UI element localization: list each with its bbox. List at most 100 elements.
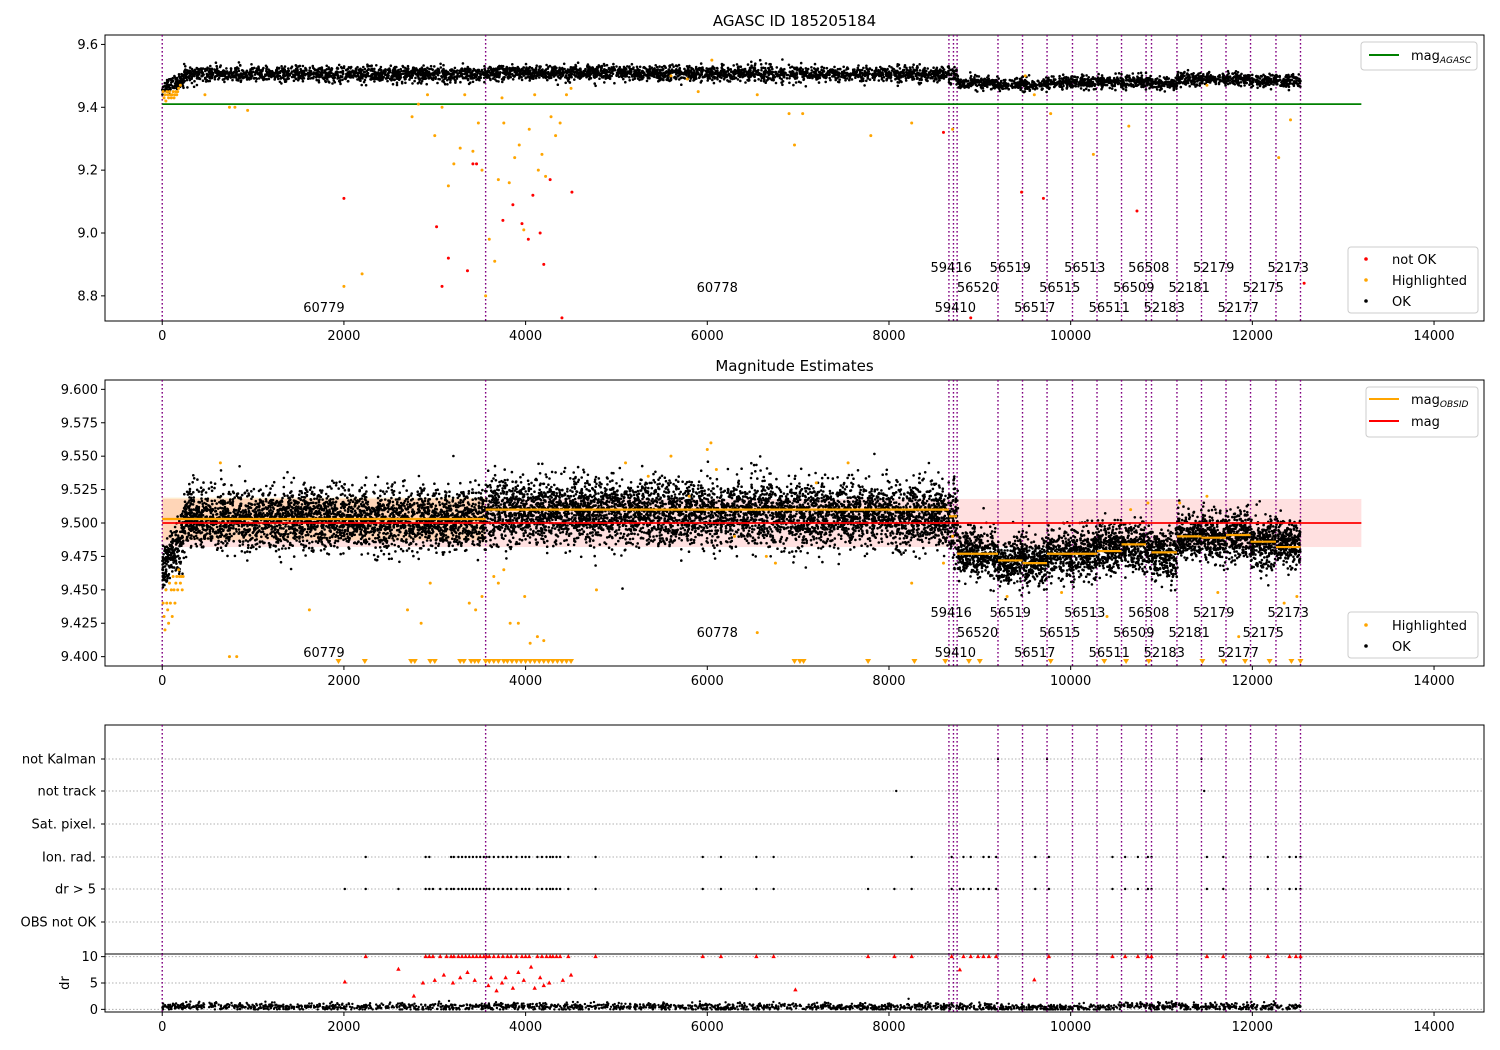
p1-ok-point <box>423 71 427 75</box>
p1-ok-point <box>905 68 909 71</box>
p1-ok-point <box>175 76 179 80</box>
p1-ok-point <box>648 65 651 68</box>
p1-ok-point <box>550 66 554 69</box>
p1-ok-point <box>704 69 707 73</box>
p1-ok-point <box>1067 78 1071 82</box>
p1-ok-point <box>894 77 897 81</box>
p1-ok-point <box>349 72 353 76</box>
p1-ok-point <box>826 70 830 73</box>
p1-ok-point <box>757 73 760 76</box>
p1-ok-point <box>830 70 834 74</box>
p1-ok-point <box>235 66 239 69</box>
p1-ok-point <box>292 79 296 83</box>
p1-ok-point <box>1069 82 1072 85</box>
p1-ok-point <box>456 69 459 72</box>
p1-ok-point <box>193 79 196 83</box>
p1-ok-point <box>395 65 398 69</box>
p1-ok-point <box>177 75 181 78</box>
p1-ok-point <box>579 76 583 79</box>
p1-ok-point <box>778 74 781 78</box>
p1-ok-point <box>950 72 953 75</box>
p1-ok-point <box>177 73 181 76</box>
p1-ok-point <box>363 67 367 71</box>
p1-ok-point <box>759 79 763 82</box>
p1-ok-point <box>166 80 169 84</box>
p1-ok-point <box>758 58 762 62</box>
p1-ok-point <box>726 79 729 82</box>
p1-ok-point <box>425 82 429 86</box>
p1-ok-point <box>215 64 218 68</box>
p1-ok-point <box>829 78 832 82</box>
p1-ok-point <box>980 77 983 81</box>
p1-ok-point <box>161 85 165 89</box>
p1-ok-point <box>1010 82 1014 85</box>
p1-ok-point <box>395 83 399 87</box>
p1-ok-point <box>333 81 337 84</box>
p1-ok-point <box>687 66 691 69</box>
p1-ok-point <box>711 78 714 82</box>
p1-ok-point <box>261 75 265 78</box>
p1-ok-point <box>1060 77 1064 80</box>
p1-ok-point <box>695 69 699 73</box>
p1-ok-point <box>381 76 385 80</box>
p1-ok-point <box>262 66 265 70</box>
p1-ok-point <box>410 76 414 80</box>
p1-ok-point <box>678 66 682 70</box>
p1-ok-point <box>173 74 176 78</box>
p1-ok-point <box>652 75 656 79</box>
p1-ok-point <box>587 74 591 78</box>
p1-ok-point <box>250 63 253 66</box>
p1-ok-point <box>919 81 923 85</box>
p1-ok-point <box>1054 78 1057 81</box>
p1-ok-point <box>201 79 205 82</box>
p1-ok-point <box>225 67 228 70</box>
p1-ok-point <box>301 79 305 83</box>
p1-ok-point <box>766 71 769 74</box>
p1-ok-point <box>906 76 910 79</box>
p1-ok-point <box>622 77 625 81</box>
p1-ok-point <box>964 84 968 88</box>
p1-ok-point <box>865 79 868 83</box>
p1-ok-point <box>1147 82 1151 85</box>
p1-ok-point <box>780 81 783 84</box>
p1-ok-point <box>606 76 610 80</box>
p1-ok-point <box>938 79 941 82</box>
p1-ok-point <box>1005 86 1008 90</box>
p1-ok-point <box>341 78 344 82</box>
p1-ok-point <box>481 71 485 74</box>
p1-ok-point <box>229 67 233 71</box>
p1-ok-point <box>1197 76 1201 79</box>
p1-ok-point <box>828 73 831 77</box>
p1-ok-point <box>574 75 577 78</box>
p1-ok-point <box>277 77 280 81</box>
p1-ok-point <box>896 69 899 73</box>
p1-ok-point <box>190 75 194 78</box>
p1-ok-point <box>521 72 525 75</box>
p1-ok-point <box>461 62 465 65</box>
p1-ok-point <box>642 71 645 74</box>
p1-ok-point <box>842 72 845 76</box>
p1-ok-point <box>337 63 341 67</box>
p1-ok-point <box>201 73 204 76</box>
p1-ok-point <box>795 73 799 76</box>
p1-ok-point <box>622 65 626 69</box>
p1-ok-point <box>246 77 249 80</box>
p1-ok-point <box>299 67 303 71</box>
p1-ok-point <box>1186 68 1190 72</box>
p1-ok-point <box>736 71 740 75</box>
p1-ytick-label: 9.0 <box>77 227 98 242</box>
p1-ok-point <box>873 76 877 79</box>
p1-ok-point <box>238 63 242 67</box>
p1-ok-point <box>204 67 207 71</box>
p1-ok-point <box>1124 79 1128 82</box>
p1-ok-point <box>287 67 290 70</box>
p1-ok-point <box>882 79 885 83</box>
p1-ok-point <box>503 72 506 75</box>
p1-ok-point <box>957 86 960 89</box>
p1-ok-point <box>401 64 405 68</box>
p1-ok-point <box>599 66 602 69</box>
p1-ok-point <box>699 62 703 65</box>
p1-ok-point <box>1092 88 1096 91</box>
p1-ok-point <box>928 71 932 74</box>
p1-ok-point <box>1103 80 1107 84</box>
